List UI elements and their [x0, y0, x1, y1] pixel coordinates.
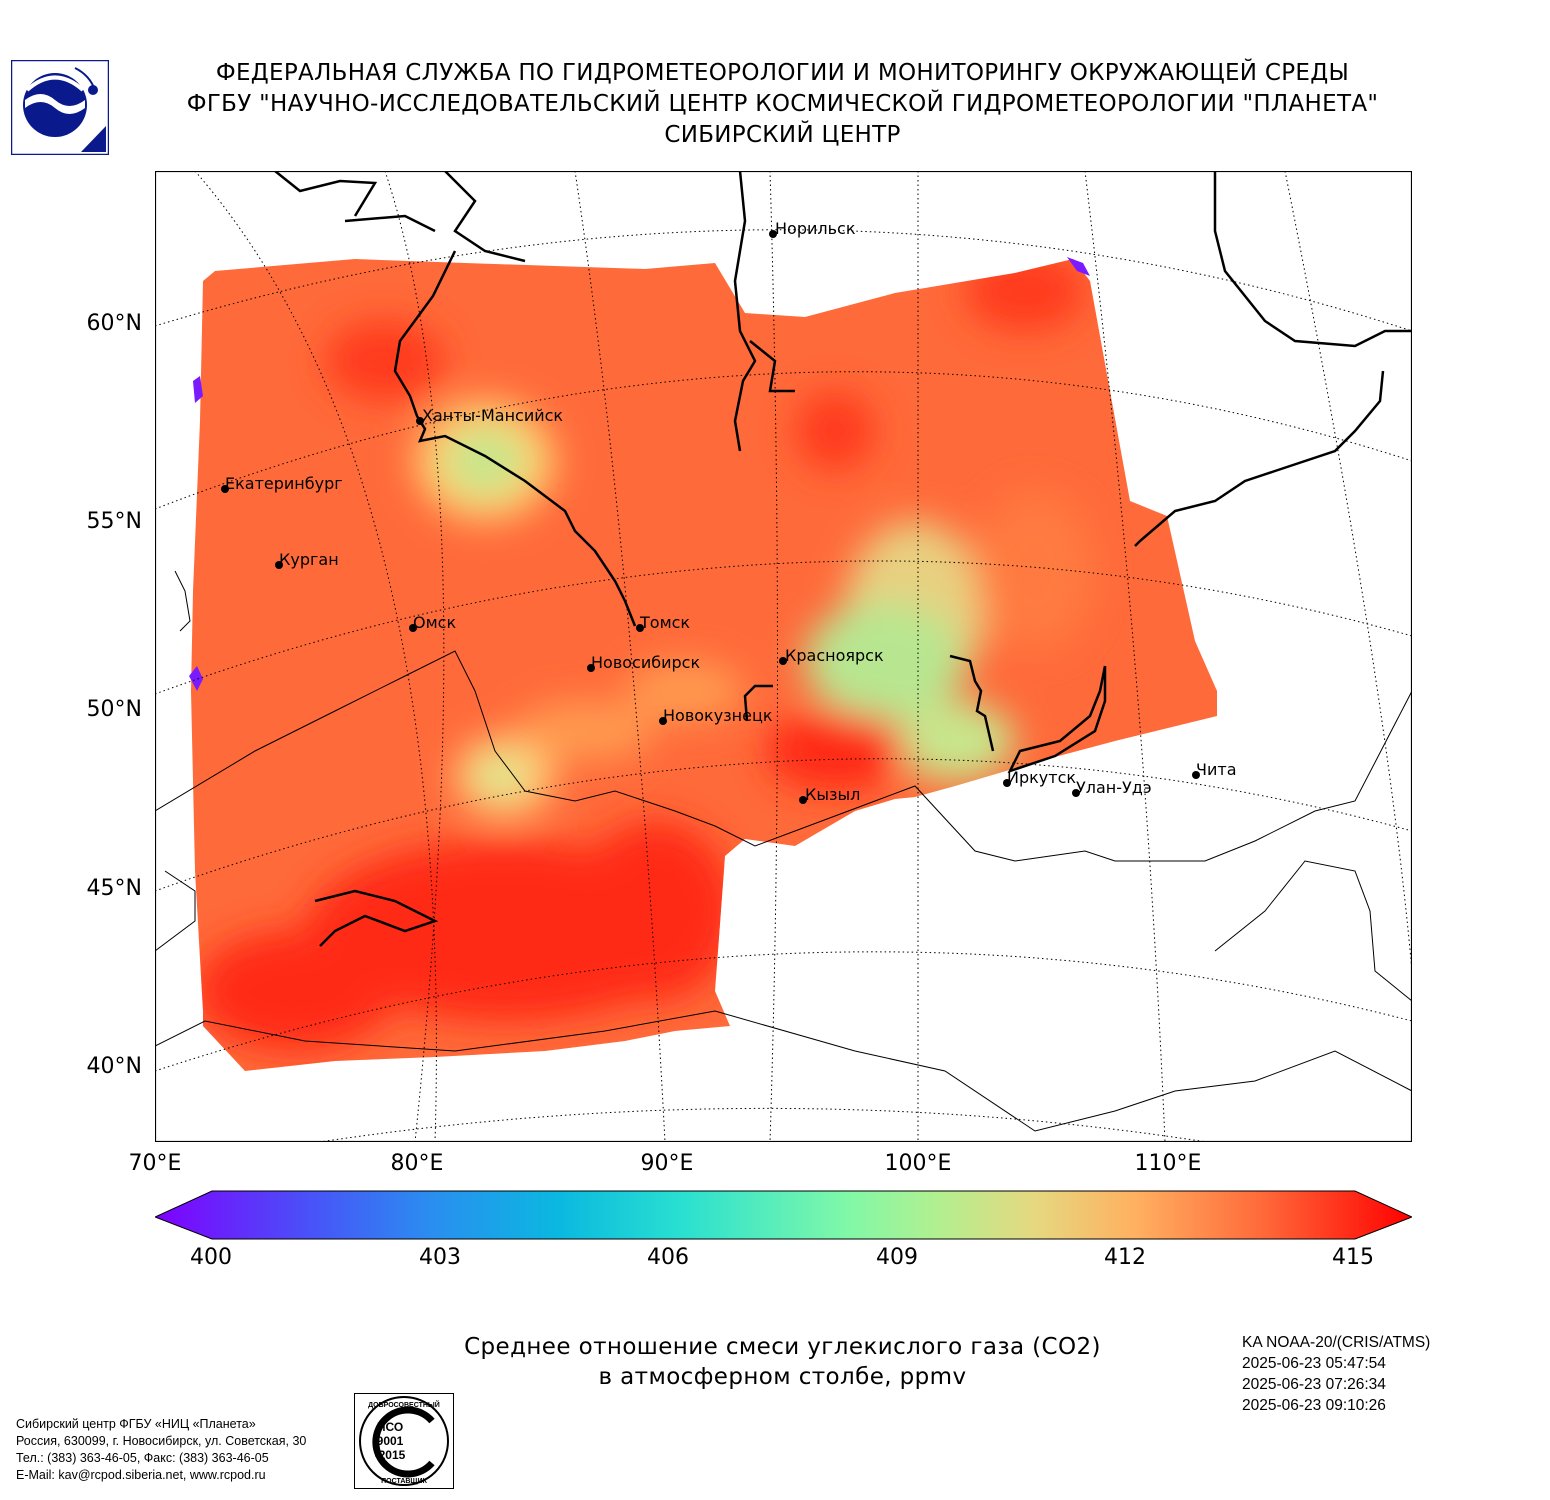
city-chita: Чита	[1192, 760, 1237, 779]
borders	[155, 570, 1412, 1132]
colorbar-tick-403: 403	[419, 1245, 461, 1270]
city-khanty-mansiysk: Ханты-Мансийск	[416, 406, 563, 425]
satellite-time-3: 2025-06-23 09:10:26	[1242, 1397, 1386, 1414]
address-line-4: E-Mail: kav@rcpod.siberia.net, www.rcpod…	[16, 1468, 266, 1482]
roshydromet-logo	[11, 60, 109, 155]
satellite-name: KA NOAA-20/(CRIS/ATMS)	[1242, 1334, 1431, 1351]
city-label: Кызыл	[805, 785, 860, 804]
colorbar-tick-406: 406	[647, 1245, 689, 1270]
cities: Норильск Ханты-Мансийск Екатеринбург Кур…	[221, 219, 1237, 804]
city-label: Курган	[279, 550, 339, 569]
city-label: Чита	[1196, 760, 1237, 779]
city-label: Иркутск	[1007, 768, 1076, 787]
colorbar	[155, 1190, 1412, 1240]
lat-label-60: 60°N	[86, 311, 142, 336]
address-block: Сибирский центр ФГБУ «НИЦ «Планета» Росс…	[16, 1416, 306, 1484]
lon-label-110: 110°E	[1134, 1151, 1202, 1176]
satellite-time-1: 2025-06-23 05:47:54	[1242, 1355, 1386, 1372]
caption-line-1: Среднее отношение смеси углекислого газа…	[464, 1334, 1101, 1360]
city-label: Новосибирск	[591, 653, 700, 672]
city-kurgan: Курган	[275, 550, 339, 569]
city-kyzyl: Кызыл	[799, 785, 860, 804]
header-line-2: ФГБУ "НАУЧНО-ИССЛЕДОВАТЕЛЬСКИЙ ЦЕНТР КОС…	[186, 91, 1379, 117]
colorbar-tick-409: 409	[876, 1245, 918, 1270]
lat-label-40: 40°N	[86, 1054, 142, 1079]
city-label: Улан-Удэ	[1076, 778, 1152, 797]
caption: Среднее отношение смеси углекислого газа…	[380, 1332, 1185, 1392]
iso-top-text: ДОБРОСОВЕСТНЫЙ	[368, 1400, 440, 1409]
header: ФЕДЕРАЛЬНАЯ СЛУЖБА ПО ГИДРОМЕТЕОРОЛОГИИ …	[140, 58, 1425, 151]
city-label: Томск	[639, 613, 690, 632]
lon-label-90: 90°E	[640, 1151, 694, 1176]
satellite-info: KA NOAA-20/(CRIS/ATMS) 2025-06-23 05:47:…	[1242, 1332, 1430, 1416]
colorbar-tick-412: 412	[1104, 1245, 1146, 1270]
map: Норильск Ханты-Мансийск Екатеринбург Кур…	[155, 171, 1412, 1142]
iso-line-1: ИСО	[377, 1420, 403, 1434]
city-label: Красноярск	[785, 646, 884, 665]
lat-label-55: 55°N	[86, 509, 142, 534]
city-novosibirsk: Новосибирск	[587, 653, 700, 672]
city-label: Норильск	[775, 219, 856, 238]
city-ulan-ude: Улан-Удэ	[1072, 778, 1152, 797]
satellite-time-2: 2025-06-23 07:26:34	[1242, 1376, 1386, 1393]
colorbar-tick-415: 415	[1332, 1245, 1374, 1270]
address-line-2: Россия, 630099, г. Новосибирск, ул. Сове…	[16, 1434, 307, 1448]
header-line-3: СИБИРСКИЙ ЦЕНТР	[664, 122, 901, 148]
map-frame	[155, 171, 1412, 1142]
iso-line-2: 9001	[377, 1434, 404, 1448]
rivers	[274, 171, 1412, 947]
address-line-1: Сибирский центр ФГБУ «НИЦ «Планета»	[16, 1417, 256, 1431]
iso-line-3: -2015	[375, 1448, 406, 1462]
city-label: Омск	[413, 613, 456, 632]
city-label: Новокузнецк	[663, 706, 773, 725]
lon-label-100: 100°E	[884, 1151, 952, 1176]
city-tomsk: Томск	[636, 613, 690, 632]
header-line-1: ФЕДЕРАЛЬНАЯ СЛУЖБА ПО ГИДРОМЕТЕОРОЛОГИИ …	[215, 60, 1350, 86]
city-novokuznetsk: Новокузнецк	[659, 706, 773, 725]
colorbar-tick-400: 400	[190, 1245, 232, 1270]
city-yekaterinburg: Екатеринбург	[221, 474, 343, 493]
caption-line-2: в атмосферном столбе, ppmv	[598, 1364, 967, 1390]
city-label: Ханты-Мансийск	[422, 406, 563, 425]
city-norilsk: Норильск	[769, 219, 856, 238]
city-krasnoyarsk: Красноярск	[779, 646, 884, 665]
city-omsk: Омск	[409, 613, 456, 632]
graticule	[155, 171, 1412, 1142]
iso-bottom-text: ПОСТАВЩИК	[381, 1478, 427, 1485]
lon-label-70: 70°E	[128, 1151, 182, 1176]
lon-label-80: 80°E	[390, 1151, 444, 1176]
lat-label-45: 45°N	[86, 876, 142, 901]
iso-certification-badge: ДОБРОСОВЕСТНЫЙ ПОСТАВЩИК ИСО 9001 -2015	[354, 1393, 454, 1489]
city-irkutsk: Иркутск	[1003, 768, 1076, 787]
lat-label-50: 50°N	[86, 697, 142, 722]
address-line-3: Тел.: (383) 363-46-05, Факс: (383) 363-4…	[16, 1451, 269, 1465]
city-label: Екатеринбург	[225, 474, 343, 493]
